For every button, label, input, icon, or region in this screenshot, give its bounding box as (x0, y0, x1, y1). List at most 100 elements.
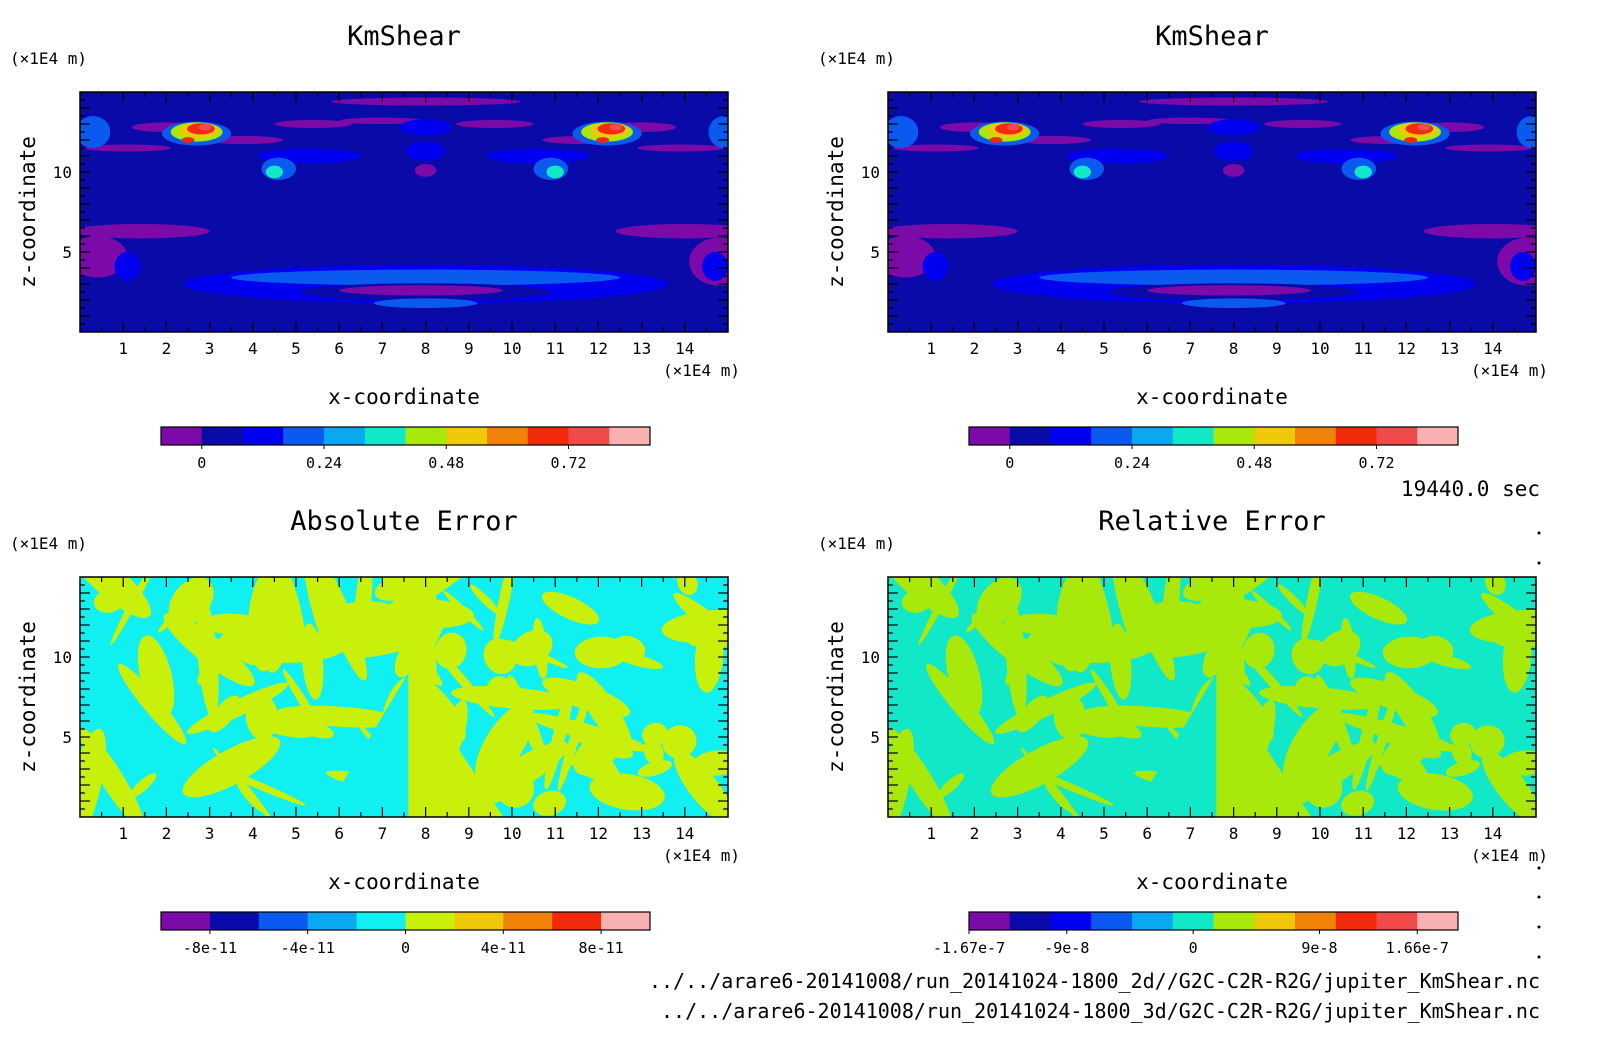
contour-region (971, 613, 1063, 687)
colorbar-tick-label: -4e-11 (281, 939, 335, 957)
y-unit-label: (×1E4 m) (10, 49, 87, 68)
contour-region (1090, 669, 1133, 736)
dot (1537, 925, 1541, 929)
contour-region (888, 577, 959, 619)
x-tick-label: 12 (589, 339, 608, 358)
panel-title: KmShear (1155, 21, 1269, 52)
x-tick-label: 4 (248, 339, 258, 358)
x-tick-label: 13 (1440, 339, 1459, 358)
contour-region (1481, 592, 1536, 663)
x-tick-label: 7 (378, 824, 388, 843)
dot (1537, 531, 1541, 535)
contour-region (613, 652, 663, 670)
dot (1537, 955, 1541, 959)
x-unit-label: (×1E4 m) (663, 361, 740, 380)
x-tick-label: 14 (675, 824, 694, 843)
contour-region (544, 682, 574, 790)
colorbar-swatch (1091, 912, 1133, 930)
colorbar-swatch (209, 912, 260, 930)
colorbar-swatch (307, 912, 358, 930)
colorbar-swatch (242, 427, 284, 445)
x-tick-label: 14 (675, 339, 694, 358)
colorbar: -8e-11 -4e-11 0 4e-11 8e-11 (160, 911, 651, 957)
x-tick-label: 11 (546, 339, 565, 358)
contour-region (163, 613, 255, 687)
colorbar-swatch (1376, 912, 1418, 930)
x-tick-label: 8 (421, 824, 431, 843)
contour-region (1301, 577, 1325, 645)
contour-region (505, 639, 568, 669)
x-tick-label: 12 (1397, 824, 1416, 843)
x-tick-label: 8 (1229, 339, 1239, 358)
contour-region (576, 672, 633, 752)
x-tick-label: 2 (162, 824, 172, 843)
contour-region (321, 673, 409, 817)
contour-region (157, 603, 187, 633)
y-tick-label: 5 (62, 728, 72, 747)
contour-region (702, 252, 728, 281)
colorbar-frame (160, 426, 651, 446)
contour-region (80, 577, 151, 619)
contour-region (1291, 638, 1325, 675)
x-tick-label: 11 (1354, 824, 1373, 843)
x-unit-label: (×1E4 m) (1471, 846, 1548, 865)
contour-region (1043, 778, 1071, 812)
colorbar-swatch (1335, 912, 1377, 930)
x-axis-label: x-coordinate (328, 870, 480, 894)
x-tick-label: 10 (1310, 824, 1329, 843)
colorbar-swatch (601, 912, 651, 930)
colorbar-swatch (552, 912, 602, 930)
colorbar-swatch (1213, 427, 1255, 445)
colorbar: 0 0.24 0.48 0.72 (160, 426, 651, 472)
contour-region (1451, 739, 1472, 766)
contour-region (493, 577, 517, 645)
contour-field (80, 577, 728, 817)
colorbar-tick-label: 0.48 (1236, 454, 1272, 472)
contour-field (888, 577, 1536, 817)
contour-region (1239, 644, 1303, 717)
contour-region (231, 269, 620, 286)
x-tick-label: 7 (1186, 824, 1196, 843)
colorbar-swatch (405, 912, 455, 930)
contour-region (1214, 141, 1254, 161)
y-axis-label: z-coordinate (824, 136, 848, 288)
contour-region (483, 638, 517, 675)
x-tick-label: 1 (926, 824, 936, 843)
contour-region (206, 762, 306, 806)
colorbar-swatch (503, 912, 553, 930)
y-unit-label: (×1E4 m) (10, 534, 87, 553)
contour-region (208, 695, 241, 733)
contour-region (596, 137, 610, 143)
colorbar-tick-label: 0 (1005, 454, 1014, 472)
contour-region (475, 703, 534, 785)
contour-region (129, 773, 157, 799)
colorbar-swatch (1335, 427, 1377, 445)
x-tick-label: 5 (291, 339, 301, 358)
colorbar-tick-label: 0.72 (550, 454, 586, 472)
contour-region (341, 620, 436, 658)
colorbar-swatch (1172, 912, 1214, 930)
contour-region (888, 224, 1018, 239)
contour-field (80, 92, 728, 332)
y-tick-label: 5 (62, 243, 72, 262)
contour-region (84, 144, 171, 152)
stray-dots (1537, 531, 1541, 959)
contour-region (589, 773, 665, 811)
contour-region (1349, 591, 1408, 625)
contour-region (114, 252, 141, 281)
x-tick-label: 4 (1056, 339, 1066, 358)
contour-region (1303, 768, 1343, 808)
contour-region (546, 165, 564, 179)
x-tick-label: 1 (118, 824, 128, 843)
y-axis-label: z-coordinate (16, 136, 40, 288)
colorbar-swatch (1050, 427, 1092, 445)
dot (1537, 895, 1541, 899)
contour-region (414, 164, 437, 177)
colorbar-swatch (1254, 427, 1296, 445)
contour-region (643, 739, 664, 766)
x-tick-label: 13 (632, 824, 651, 843)
